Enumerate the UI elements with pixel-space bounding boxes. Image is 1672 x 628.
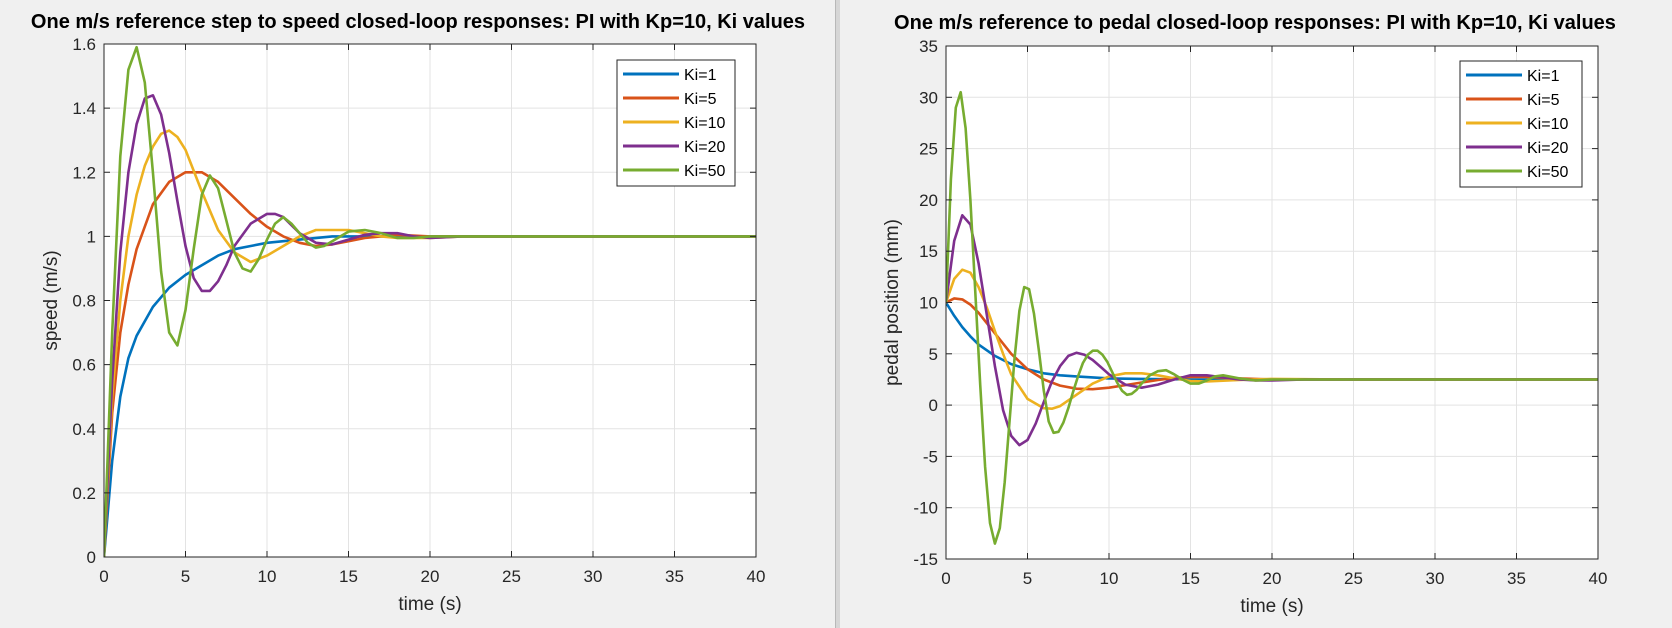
y-tick-label: 1.6 [72,35,96,54]
series-line-ki-50 [104,45,756,557]
series-line-ki-1 [946,301,1598,381]
series-line-ki-20 [946,214,1598,447]
y-tick-label: -15 [913,550,938,569]
series-line-ki-5 [104,171,756,557]
legend-entry-label: Ki=1 [1527,68,1560,85]
y-tick-label: 1.4 [72,99,96,118]
speed-response-chart: 0 5 10 15 20 25 30 35 40 0 0.2 0.4 0.6 0.8 1 1.2 1.4 1.6 t… [31,11,805,615]
x-tick-label: 25 [1344,569,1363,588]
legend-entry-label: Ki=20 [684,139,725,156]
y-tick-label: 0.8 [72,292,96,311]
x-tick-label: 30 [584,567,603,586]
legend-entry-label: Ki=5 [1527,92,1560,109]
legend-entry-label: Ki=10 [684,115,725,132]
x-tick-label: 0 [941,569,950,588]
y-tick-label: 20 [919,191,938,210]
y-axis-label: pedal position (mm) [882,219,903,386]
legend-entry-label: Ki=10 [1527,116,1568,133]
x-tick-label: 20 [1263,569,1282,588]
y-tick-label: 35 [919,37,938,56]
legend-entry-label: Ki=50 [1527,164,1568,181]
y-tick-label: 1.2 [72,163,96,182]
x-tick-label: 20 [421,567,440,586]
x-tick-label: 5 [181,567,190,586]
x-tick-label: 40 [747,567,766,586]
legend-entry-label: Ki=50 [684,163,725,180]
left-figure-window: 0 5 10 15 20 25 30 35 40 0 0.2 0.4 0.6 0.8 1 1.2 1.4 1.6 t… [30,0,836,628]
x-tick-label: 35 [1507,569,1526,588]
pedal-response-chart: 0 5 10 15 20 25 30 35 40 -15 -10 -5 0 5 10 15 20 25 30 35 ti… [882,12,1616,617]
y-tick-label: 5 [929,345,938,364]
series-line-ki-10 [104,129,756,557]
y-tick-label: 1 [87,227,96,246]
x-axis-label: time (s) [398,594,461,615]
x-tick-label: 30 [1426,569,1445,588]
y-axis-label: speed (m/s) [41,250,62,350]
x-tick-label: 35 [665,567,684,586]
series-line-ki-20 [104,94,756,557]
chart-title: One m/s reference step to speed closed-l… [31,11,805,33]
x-tick-label: 0 [99,567,108,586]
y-tick-label: 25 [919,140,938,159]
y-tick-label: 0.4 [72,420,96,439]
x-tick-label: 10 [258,567,277,586]
y-tick-label: 15 [919,242,938,261]
x-tick-label: 15 [1181,569,1200,588]
y-tick-label: 0 [87,548,96,567]
x-tick-label: 10 [1100,569,1119,588]
y-tick-label: -5 [923,447,938,466]
x-axis-label: time (s) [1240,596,1303,617]
legend-entry-label: Ki=1 [684,67,717,84]
y-tick-label: 0 [929,396,938,415]
y-tick-label: 30 [919,88,938,107]
y-tick-label: 0.6 [72,356,96,375]
y-tick-label: -10 [913,499,938,518]
x-tick-label: 40 [1589,569,1608,588]
legend-entry-label: Ki=20 [1527,140,1568,157]
right-figure-window: 0 5 10 15 20 25 30 35 40 -15 -10 -5 0 5 10 15 20 25 30 35 ti… [840,0,1672,628]
y-tick-label: 10 [919,294,938,313]
chart-title: One m/s reference to pedal closed-loop r… [894,12,1616,34]
x-tick-label: 15 [339,567,358,586]
x-tick-label: 5 [1023,569,1032,588]
legend-entry-label: Ki=5 [684,91,717,108]
y-tick-label: 0.2 [72,484,96,503]
x-tick-label: 25 [502,567,521,586]
series-line-ki-50 [946,90,1598,545]
figure-divider [836,0,840,628]
